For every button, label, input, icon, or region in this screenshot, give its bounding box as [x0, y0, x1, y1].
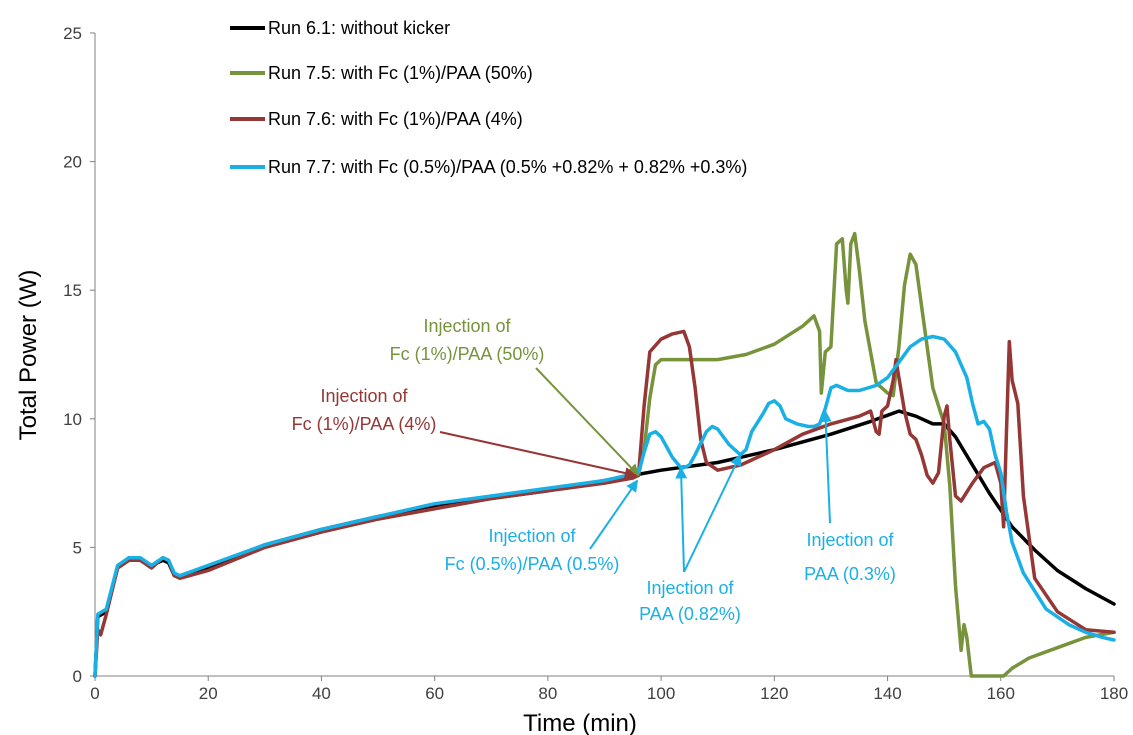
y-tick-label: 5	[73, 538, 82, 557]
legend-entry-3: Run 7.7: with Fc (0.5%)/PAA (0.5% +0.82%…	[268, 157, 747, 177]
annotation-1-arrow	[439, 431, 637, 479]
x-tick-label: 80	[538, 684, 557, 703]
legend-entry-0: Run 6.1: without kicker	[268, 18, 450, 38]
legend-entry-1: Run 7.5: with Fc (1%)/PAA (50%)	[268, 63, 533, 83]
annotation-layer: Injection of Fc (1%)/PAA (50%) Injection o…	[292, 316, 896, 624]
x-tick-label: 60	[425, 684, 444, 703]
annotation-3-arrow	[683, 453, 742, 573]
series-line-3	[93, 334, 1116, 678]
legend-entry-2: Run 7.6: with Fc (1%)/PAA (4%)	[268, 109, 523, 129]
y-tick-label: 20	[63, 153, 82, 172]
x-tick-label: 100	[647, 684, 675, 703]
annotation-3-line-0: Injection of	[646, 578, 734, 598]
series-line-1	[636, 231, 1116, 678]
y-tick-label: 15	[63, 281, 82, 300]
y-axis-title: Total Power (W)	[15, 270, 42, 441]
annotation-2-arrow	[589, 479, 639, 550]
x-tick-label: 140	[873, 684, 901, 703]
annotation-1-line-1: Fc (1%)/PAA (4%)	[292, 414, 437, 434]
annotation-0-arrow	[535, 367, 640, 477]
y-tick-label: 0	[73, 667, 82, 686]
axes: 0 20 40 60 80 100 120 140 160 180 0 5 10 15 20 25	[63, 24, 1128, 703]
legend: Run 6.1: without kicker Run 7.5: with Fc …	[230, 18, 747, 177]
annotation-2-line-0: Injection of	[488, 526, 576, 546]
x-tick-label: 160	[987, 684, 1015, 703]
y-tick-label: 25	[63, 24, 82, 43]
y-tick-label: 10	[63, 410, 82, 429]
annotation-4-line-0: Injection of	[806, 530, 894, 550]
annotation-4-arrow	[819, 409, 832, 524]
x-tick-label: 180	[1100, 684, 1128, 703]
x-tick-label: 20	[199, 684, 218, 703]
annotation-3-line-1: PAA (0.82%)	[639, 604, 741, 624]
annotation-0-line-0: Injection of	[423, 316, 511, 336]
x-tick-label: 120	[760, 684, 788, 703]
annotation-3-arrow	[675, 466, 688, 573]
x-axis-title: Time (min)	[523, 710, 637, 735]
annotation-0-line-1: Fc (1%)/PAA (50%)	[390, 344, 545, 364]
annotation-1-line-0: Injection of	[320, 386, 408, 406]
x-tick-label: 0	[90, 684, 99, 703]
x-tick-label: 40	[312, 684, 331, 703]
series-line-2	[93, 329, 1116, 678]
annotation-2-line-1: Fc (0.5%)/PAA (0.5%)	[445, 554, 620, 574]
series-layer	[93, 231, 1116, 678]
annotation-4-line-1: PAA (0.3%)	[804, 564, 896, 584]
